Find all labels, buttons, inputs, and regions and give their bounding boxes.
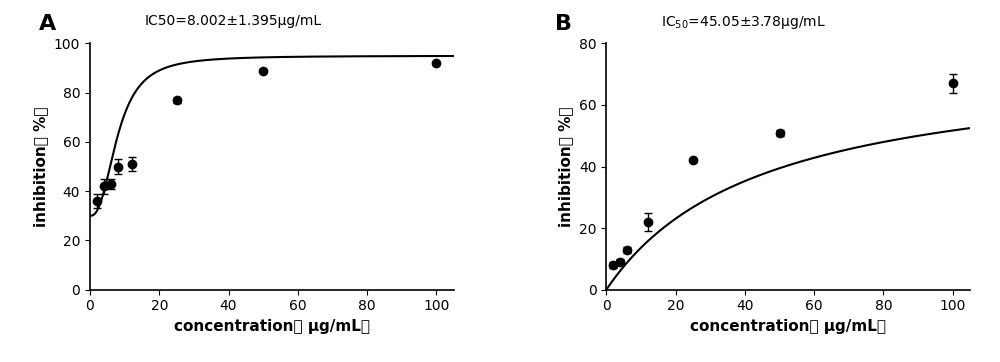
X-axis label: concentration（ μg/mL）: concentration（ μg/mL） [174, 319, 370, 334]
Text: IC50=8.002±1.395μg/mL: IC50=8.002±1.395μg/mL [145, 14, 322, 28]
Text: IC$_{50}$=45.05±3.78μg/mL: IC$_{50}$=45.05±3.78μg/mL [661, 14, 826, 31]
Y-axis label: inhibition（ %）: inhibition（ %） [33, 106, 48, 227]
Y-axis label: inhibition（ %）: inhibition（ %） [558, 106, 573, 227]
Text: B: B [555, 14, 572, 34]
Text: A: A [39, 14, 56, 34]
X-axis label: concentration（ μg/mL）: concentration（ μg/mL） [690, 319, 886, 334]
